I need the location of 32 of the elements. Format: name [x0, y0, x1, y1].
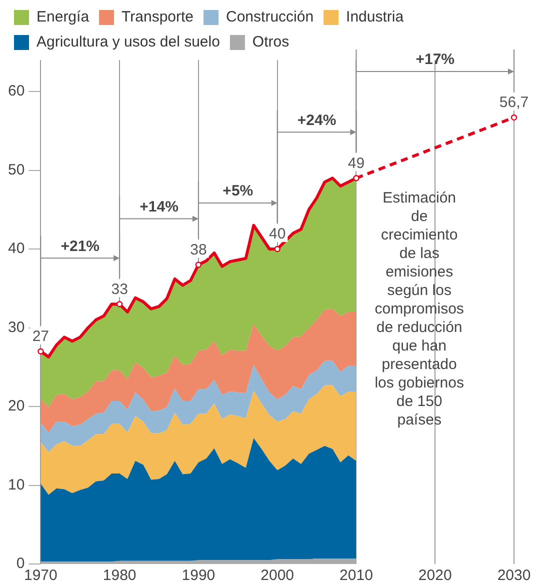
- y-tick-label: 40: [8, 240, 25, 258]
- legend-label: Otros: [252, 34, 290, 51]
- annotation: 56,7: [499, 94, 529, 112]
- annotation: 27: [32, 328, 50, 346]
- legend-label: Agricultura y usos del suelo: [36, 34, 220, 51]
- annotation: +17%: [416, 51, 455, 68]
- annotation: +14%: [140, 198, 178, 216]
- annotation: 40: [269, 226, 286, 243]
- annotation: 49: [348, 154, 365, 172]
- legend-label: Industria: [346, 8, 404, 26]
- y-tick-label: 10: [8, 476, 25, 494]
- y-tick-label: 50: [8, 161, 25, 178]
- annotation: +21%: [60, 238, 100, 255]
- y-tick-label: 20: [8, 398, 25, 415]
- legend-label: Construcción: [226, 8, 314, 26]
- y-tick-label: 60: [8, 82, 25, 100]
- x-tick-label: 1970: [24, 567, 58, 584]
- x-tick-label: 2020: [418, 567, 452, 584]
- x-tick-label: 2010: [340, 567, 373, 584]
- x-tick-label: 2030: [497, 567, 531, 584]
- legend-label: Transporte: [122, 8, 194, 26]
- y-tick-label: 30: [8, 318, 25, 336]
- annotation: +5%: [222, 182, 254, 200]
- x-tick-label: 1980: [102, 567, 136, 584]
- x-tick-label: 1990: [182, 567, 216, 584]
- annotation: 33: [111, 280, 128, 298]
- annotation: 38: [190, 241, 207, 258]
- legend-label: Energía: [36, 8, 90, 26]
- annotation: +24%: [297, 112, 336, 129]
- text: Estimación de crecimiento de las emisiones según los compromisos de reducción que han presentado los gobiernos de 150 países: [374, 190, 464, 429]
- x-tick-label: 2000: [260, 567, 294, 584]
- y-tick-label: 0: [16, 555, 25, 572]
